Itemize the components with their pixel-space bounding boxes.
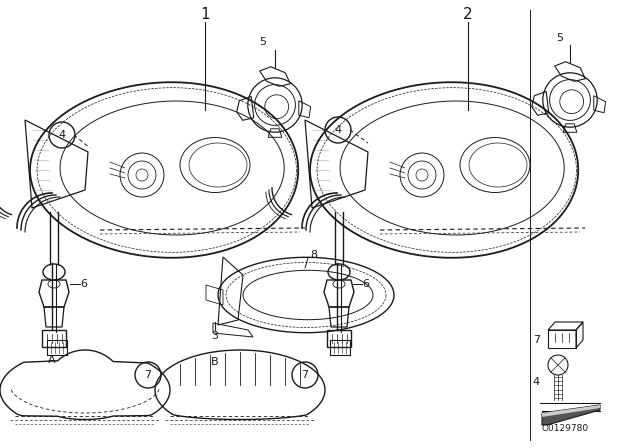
Text: 4: 4	[58, 130, 65, 140]
Text: 2: 2	[463, 7, 473, 22]
Text: 4: 4	[533, 377, 540, 387]
Text: 6: 6	[80, 279, 87, 289]
Text: 1: 1	[200, 7, 210, 22]
Text: 3: 3	[211, 331, 218, 341]
Text: 4: 4	[335, 125, 342, 135]
Text: 7: 7	[533, 335, 540, 345]
Text: 7: 7	[301, 370, 308, 380]
Text: 8: 8	[310, 250, 317, 260]
Text: A: A	[48, 355, 56, 365]
Text: O0129780: O0129780	[541, 423, 589, 432]
Text: 7: 7	[145, 370, 152, 380]
Polygon shape	[542, 405, 600, 417]
Polygon shape	[542, 405, 600, 425]
Text: 5: 5	[259, 37, 266, 47]
Text: 6: 6	[362, 279, 369, 289]
Text: B: B	[211, 357, 219, 367]
Text: 5: 5	[557, 33, 563, 43]
